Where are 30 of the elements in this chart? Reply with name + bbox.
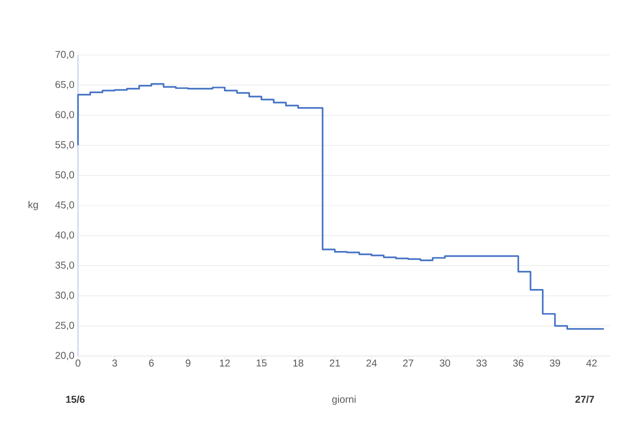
y-tick-label: 65,0 [56,80,74,90]
x-tick-label: 24 [366,360,377,367]
x-tick-label: 30 [440,360,450,367]
y-tick-label: 30,0 [55,292,74,300]
x-tick-label: 27 [403,360,414,367]
x-tick-label: 18 [293,360,304,367]
x-tick-label: 21 [330,360,340,367]
x-tick-label: 9 [186,360,190,367]
x-tick-label: 42 [586,360,597,367]
y-axis-title: kg [28,200,38,210]
y-tick-label: 70,0 [56,50,74,60]
y-tick-label: 50,0 [55,171,74,180]
x-tick-label: 6 [149,360,154,367]
x-tick-label: 3 [112,360,118,367]
y-tick-label: 55,0 [55,141,74,150]
x-tick-label: 0 [76,360,80,367]
y-tick-label: 20,0 [56,352,74,360]
y-tick-label: 45,0 [55,201,74,210]
text: 27/7 [575,396,594,403]
x-axis-title: giorni [332,396,356,405]
x-tick-label: 12 [220,360,230,367]
x-tick-label: 15 [256,360,267,367]
y-tick-label: 60,0 [56,111,74,120]
y-tick-label: 25,0 [56,322,74,330]
y-tick-label: 40,0 [55,231,74,240]
x-tick-label: 39 [550,360,560,367]
text: 15/6 [66,396,85,403]
x-tick-label: 36 [513,360,524,367]
x-tick-label: 33 [476,360,487,367]
y-tick-label: 35,0 [55,262,74,270]
